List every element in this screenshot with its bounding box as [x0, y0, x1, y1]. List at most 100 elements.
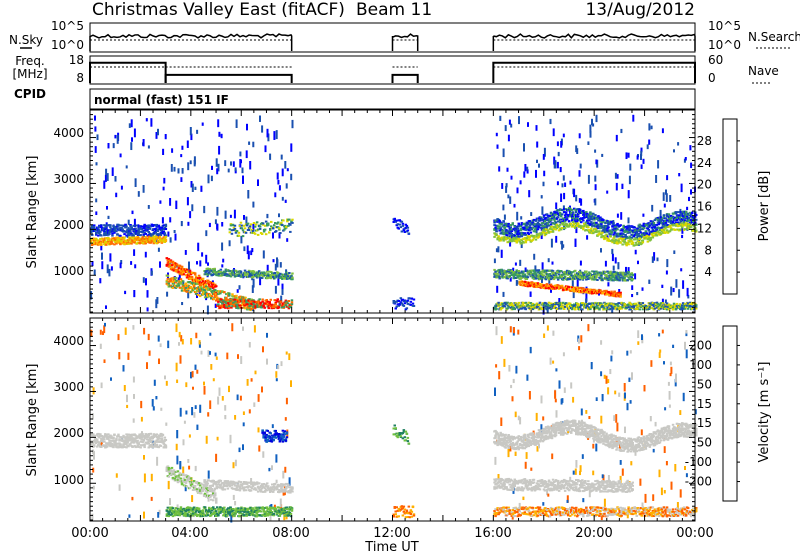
scatter-cell [290, 301, 294, 304]
scatter-cell [605, 236, 608, 239]
scatter-cell [556, 161, 559, 169]
scatter-cell [545, 213, 549, 216]
scatter-cell [628, 278, 631, 281]
scatter-cell [588, 224, 591, 227]
scatter-cell [94, 115, 96, 121]
scatter-cell [179, 269, 183, 272]
scatter-cell [651, 234, 655, 237]
scatter-cell [135, 224, 138, 227]
scatter-cell [641, 287, 644, 291]
scatter-cell [562, 205, 565, 211]
scatter-cell [621, 271, 624, 274]
scatter-cell [242, 224, 246, 227]
scatter-cell [138, 239, 141, 242]
scatter-cell [264, 233, 268, 236]
scatter-cell [252, 271, 256, 274]
scatter-cell [645, 234, 649, 237]
scatter-cell [502, 272, 505, 275]
cpid-label: CPID [14, 87, 46, 101]
scatter-cell [522, 233, 526, 236]
scatter-cell [521, 238, 525, 241]
scatter-cell [235, 303, 238, 306]
scatter-cell [147, 235, 150, 238]
scatter-cell [271, 272, 274, 275]
scatter-cell [171, 260, 175, 263]
scatter-cell [398, 219, 401, 222]
scatter-cell [163, 232, 167, 235]
scatter-cell [146, 307, 149, 312]
scatter-cell [528, 190, 531, 198]
scatter-cell [603, 307, 606, 310]
scatter-cell [247, 269, 251, 272]
scatter-cell [212, 273, 215, 276]
scatter-cell [394, 307, 397, 310]
scatter-cell [649, 220, 653, 223]
scatter-cell [678, 218, 682, 221]
scatter-cell [172, 283, 176, 286]
scatter-cell [627, 271, 630, 273]
scatter-cell [242, 298, 245, 301]
scatter-cell [199, 283, 203, 286]
scatter-cell [405, 300, 409, 303]
scatter-cell [182, 289, 186, 292]
scatter-cell [247, 271, 251, 273]
scatter-cell [216, 168, 219, 175]
scatter-cell [613, 235, 616, 238]
scatter-cell [629, 163, 632, 171]
scatter-cell [229, 275, 233, 278]
scatter-cell [585, 228, 588, 231]
scatter-cell [651, 204, 654, 212]
scatter-cell [612, 293, 615, 296]
scatter-cell [604, 224, 607, 227]
scatter-cell [625, 237, 628, 240]
scatter-cell [201, 122, 204, 126]
scatter-cell [616, 278, 619, 281]
scatter-cell [243, 227, 247, 230]
scatter-cell [561, 183, 564, 188]
scatter-cell [607, 282, 610, 287]
scatter-cell [582, 226, 585, 229]
scatter-cell [592, 305, 595, 308]
scatter-cell [517, 222, 520, 225]
scatter-cell [104, 242, 107, 245]
scatter-cell [392, 300, 395, 302]
scatter-cell [664, 231, 668, 234]
scatter-cell [612, 265, 615, 271]
scatter-cell [504, 228, 507, 235]
scatter-cell [248, 298, 251, 301]
scatter-cell [507, 305, 510, 308]
scatter-cell [141, 225, 144, 228]
scatter-cell [234, 167, 237, 172]
scatter-cell [159, 234, 163, 236]
scatter-cell [124, 223, 127, 226]
scatter-cell [552, 274, 556, 276]
scatter-cell [231, 299, 234, 302]
scatter-cell [242, 272, 246, 275]
scatter-cell [150, 233, 153, 236]
scatter-cell [640, 164, 643, 169]
noise-ytick-left-top: 10^5 [51, 19, 84, 33]
scatter-cell [562, 288, 566, 291]
scatter-cell [538, 283, 542, 285]
scatter-cell [525, 226, 529, 229]
scatter-cell [587, 278, 590, 280]
scatter-cell [252, 278, 255, 288]
scatter-cell [678, 173, 681, 177]
scatter-cell [578, 198, 581, 203]
scatter-cell [285, 271, 288, 274]
scatter-cell [608, 274, 611, 277]
scatter-cell [252, 141, 255, 148]
scatter-cell [402, 304, 406, 307]
scatter-cell [206, 305, 209, 315]
scatter-cell [513, 227, 516, 230]
scatter-cell [285, 275, 288, 278]
scatter-cell [535, 302, 539, 305]
scatter-cell [204, 271, 207, 274]
scatter-cell [616, 235, 619, 238]
scatter-cell [519, 284, 522, 286]
scatter-cell [115, 242, 118, 245]
scatter-cell [665, 189, 667, 195]
scatter-cell [670, 286, 673, 296]
scatter-cell [559, 307, 563, 310]
scatter-cell [405, 225, 409, 227]
